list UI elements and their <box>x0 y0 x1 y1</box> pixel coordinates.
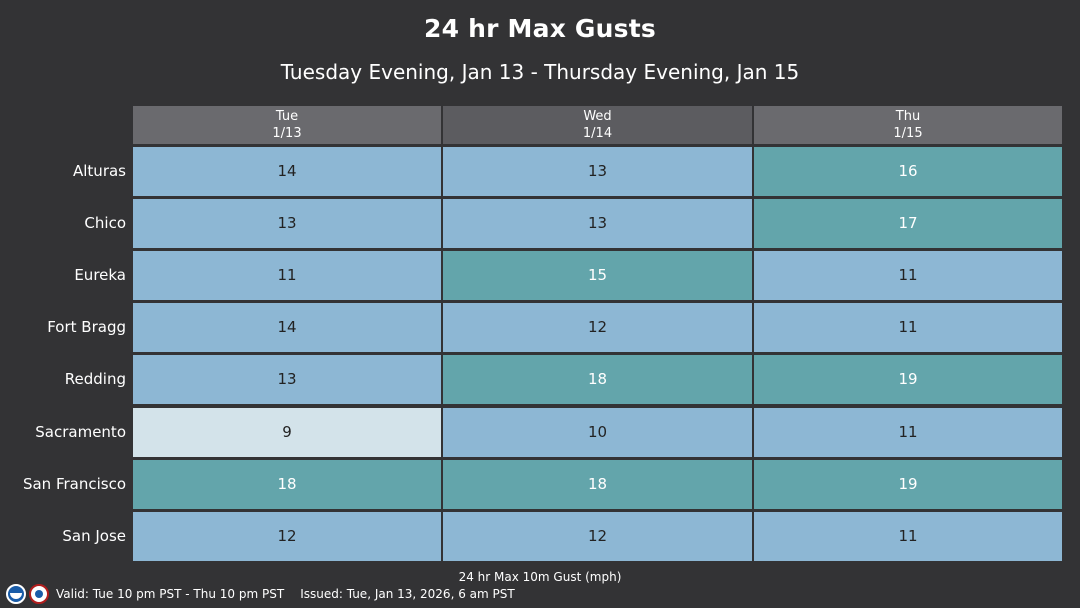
gust-value-cell: 18 <box>443 460 752 509</box>
legend-title: 24 hr Max 10m Gust (mph) <box>458 570 622 584</box>
gust-value-cell: 13 <box>133 355 441 404</box>
gust-value-cell: 11 <box>754 408 1062 457</box>
gust-value-cell: 13 <box>443 199 752 248</box>
gust-value-cell: 19 <box>754 355 1062 404</box>
gust-value-cell: 14 <box>133 303 441 352</box>
issued-time: Issued: Tue, Jan 13, 2026, 6 am PST <box>300 587 515 601</box>
column-day: Wed <box>583 109 612 124</box>
footer: Valid: Tue 10 pm PST - Thu 10 pm PST Iss… <box>6 583 515 605</box>
row-label: San Francisco <box>22 475 126 493</box>
row-label: San Jose <box>62 527 126 545</box>
row-label: Sacramento <box>35 423 126 441</box>
column-header-wed: Wed 1/14 <box>443 106 752 144</box>
chart-subtitle: Tuesday Evening, Jan 13 - Thursday Eveni… <box>280 60 800 84</box>
column-date: 1/13 <box>272 126 302 141</box>
column-header-thu: Thu 1/15 <box>754 106 1062 144</box>
gust-value-cell: 14 <box>133 147 441 196</box>
gust-value-cell: 9 <box>133 408 441 457</box>
column-day: Thu <box>895 109 921 124</box>
gust-value-cell: 12 <box>133 512 441 561</box>
noaa-logo-icon <box>6 584 26 604</box>
gust-value-cell: 19 <box>754 460 1062 509</box>
chart-title: 24 hr Max Gusts <box>424 14 656 43</box>
gust-value-cell: 17 <box>754 199 1062 248</box>
gust-value-cell: 10 <box>443 408 752 457</box>
row-label: Redding <box>64 370 126 388</box>
gust-value-cell: 15 <box>443 251 752 300</box>
column-date: 1/14 <box>582 126 613 141</box>
gust-value-cell: 12 <box>443 512 752 561</box>
row-label: Chico <box>84 214 126 232</box>
gust-value-cell: 13 <box>443 147 752 196</box>
gust-value-cell: 13 <box>133 199 441 248</box>
gust-value-cell: 18 <box>133 460 441 509</box>
gust-value-cell: 11 <box>754 251 1062 300</box>
gust-value-cell: 11 <box>754 303 1062 352</box>
gust-value-cell: 11 <box>133 251 441 300</box>
gust-value-cell: 18 <box>443 355 752 404</box>
column-header-tue: Tue 1/13 <box>133 106 441 144</box>
gust-value-cell: 16 <box>754 147 1062 196</box>
row-label: Alturas <box>73 162 126 180</box>
nws-logo-icon <box>29 584 49 604</box>
gust-value-cell: 12 <box>443 303 752 352</box>
column-date: 1/15 <box>893 126 923 141</box>
gust-value-cell: 11 <box>754 512 1062 561</box>
valid-time: Valid: Tue 10 pm PST - Thu 10 pm PST <box>56 587 285 601</box>
row-label: Fort Bragg <box>47 318 126 336</box>
row-label: Eureka <box>74 266 126 284</box>
column-day: Tue <box>275 109 299 124</box>
